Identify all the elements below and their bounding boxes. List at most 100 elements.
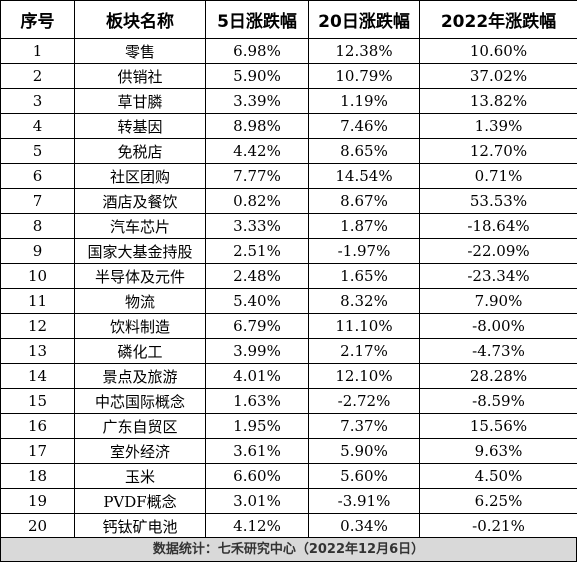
change-20day-cell: 11.10% [308,313,420,339]
change-5day-cell: 3.39% [205,88,309,114]
rank-cell: 19 [0,488,75,514]
table-row: 16 广东自贸区 1.95% 7.37% 15.56% [0,413,577,439]
sector-name-cell: 景点及旅游 [74,363,206,389]
change-2022-cell: 53.53% [419,188,577,214]
rank-cell: 5 [0,138,75,164]
header-20day-change: 20日涨跌幅 [308,0,420,39]
rank-cell: 15 [0,388,75,414]
change-20day-cell: -1.97% [308,238,420,264]
header-row: 序号 板块名称 5日涨跌幅 20日涨跌幅 2022年涨跌幅 [0,0,577,39]
change-2022-cell: -8.00% [419,313,577,339]
rank-cell: 11 [0,288,75,314]
change-2022-cell: 28.28% [419,363,577,389]
table-row: 3 草甘膦 3.39% 1.19% 13.82% [0,88,577,114]
sector-name-cell: 物流 [74,288,206,314]
header-2022-change: 2022年涨跌幅 [419,0,577,39]
change-20day-cell: 12.10% [308,363,420,389]
table-row: 7 酒店及餐饮 0.82% 8.67% 53.53% [0,188,577,214]
rank-cell: 17 [0,438,75,464]
change-2022-cell: 7.90% [419,288,577,314]
sector-name-cell: 汽车芯片 [74,213,206,239]
rank-cell: 20 [0,513,75,539]
table-body: 1 零售 6.98% 12.38% 10.60% 2 供销社 5.90% 10.79% 37.02… [0,38,577,539]
change-5day-cell: 4.01% [205,363,309,389]
change-5day-cell: 2.51% [205,238,309,264]
change-20day-cell: -3.91% [308,488,420,514]
table-row: 4 转基因 8.98% 7.46% 1.39% [0,113,577,139]
change-5day-cell: 4.12% [205,513,309,539]
change-5day-cell: 7.77% [205,163,309,189]
change-5day-cell: 3.01% [205,488,309,514]
change-2022-cell: 10.60% [419,38,577,64]
change-2022-cell: 13.82% [419,88,577,114]
change-5day-cell: 3.61% [205,438,309,464]
change-20day-cell: 10.79% [308,63,420,89]
change-20day-cell: 8.67% [308,188,420,214]
header-sector-name: 板块名称 [74,0,206,39]
rank-cell: 9 [0,238,75,264]
rank-cell: 14 [0,363,75,389]
data-source-footer: 数据统计：七禾研究中心（2022年12月6日） [0,537,577,562]
table-row: 20 钙钛矿电池 4.12% 0.34% -0.21% [0,513,577,539]
sector-name-cell: 磷化工 [74,338,206,364]
table-row: 10 半导体及元件 2.48% 1.65% -23.34% [0,263,577,289]
change-2022-cell: -23.34% [419,263,577,289]
change-20day-cell: -2.72% [308,388,420,414]
sector-name-cell: 免税店 [74,138,206,164]
rank-cell: 3 [0,88,75,114]
table-row: 13 磷化工 3.99% 2.17% -4.73% [0,338,577,364]
change-20day-cell: 1.65% [308,263,420,289]
sector-performance-table: 序号 板块名称 5日涨跌幅 20日涨跌幅 2022年涨跌幅 1 零售 6.98% 12… [0,0,577,539]
change-2022-cell: -8.59% [419,388,577,414]
sector-name-cell: 社区团购 [74,163,206,189]
change-5day-cell: 4.42% [205,138,309,164]
change-2022-cell: 37.02% [419,63,577,89]
rank-cell: 13 [0,338,75,364]
sector-name-cell: 玉米 [74,463,206,489]
rank-cell: 8 [0,213,75,239]
table-row: 2 供销社 5.90% 10.79% 37.02% [0,63,577,89]
sector-name-cell: 中芯国际概念 [74,388,206,414]
change-20day-cell: 12.38% [308,38,420,64]
table-header: 序号 板块名称 5日涨跌幅 20日涨跌幅 2022年涨跌幅 [0,0,577,39]
sector-name-cell: 供销社 [74,63,206,89]
change-2022-cell: 1.39% [419,113,577,139]
header-rank: 序号 [0,0,75,39]
change-5day-cell: 6.98% [205,38,309,64]
sector-name-cell: 半导体及元件 [74,263,206,289]
change-20day-cell: 14.54% [308,163,420,189]
table-row: 14 景点及旅游 4.01% 12.10% 28.28% [0,363,577,389]
change-20day-cell: 5.60% [308,463,420,489]
change-5day-cell: 1.95% [205,413,309,439]
table-row: 12 饮料制造 6.79% 11.10% -8.00% [0,313,577,339]
sector-name-cell: 酒店及餐饮 [74,188,206,214]
sector-name-cell: 零售 [74,38,206,64]
table-row: 11 物流 5.40% 8.32% 7.90% [0,288,577,314]
rank-cell: 10 [0,263,75,289]
sector-name-cell: 广东自贸区 [74,413,206,439]
change-5day-cell: 0.82% [205,188,309,214]
change-20day-cell: 7.46% [308,113,420,139]
sector-name-cell: 饮料制造 [74,313,206,339]
change-20day-cell: 2.17% [308,338,420,364]
change-2022-cell: -4.73% [419,338,577,364]
change-2022-cell: -22.09% [419,238,577,264]
change-2022-cell: 9.63% [419,438,577,464]
change-20day-cell: 1.87% [308,213,420,239]
table-row: 5 免税店 4.42% 8.65% 12.70% [0,138,577,164]
change-20day-cell: 7.37% [308,413,420,439]
rank-cell: 12 [0,313,75,339]
change-20day-cell: 1.19% [308,88,420,114]
change-20day-cell: 5.90% [308,438,420,464]
change-5day-cell: 2.48% [205,263,309,289]
rank-cell: 4 [0,113,75,139]
table-row: 19 PVDF概念 3.01% -3.91% 6.25% [0,488,577,514]
table-row: 8 汽车芯片 3.33% 1.87% -18.64% [0,213,577,239]
table-row: 1 零售 6.98% 12.38% 10.60% [0,38,577,64]
rank-cell: 1 [0,38,75,64]
sector-name-cell: PVDF概念 [74,488,206,514]
change-20day-cell: 8.65% [308,138,420,164]
rank-cell: 16 [0,413,75,439]
change-2022-cell: 15.56% [419,413,577,439]
sector-name-cell: 室外经济 [74,438,206,464]
